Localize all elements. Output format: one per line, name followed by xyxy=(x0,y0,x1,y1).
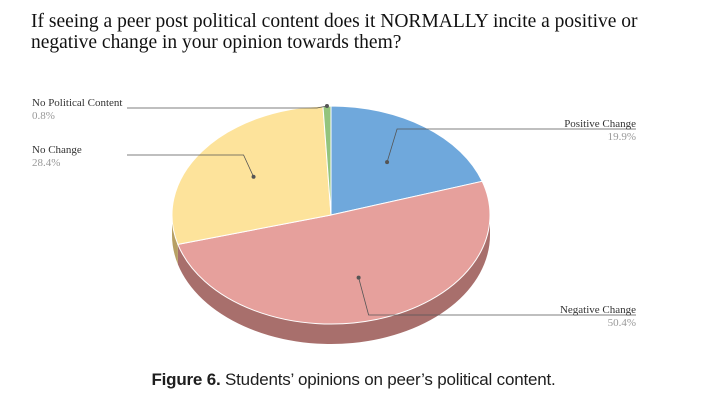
slice-pct-negative-change: 50.4% xyxy=(608,317,636,329)
leader-line-negative-change xyxy=(358,277,636,316)
pie-slices xyxy=(171,105,491,325)
pie-slice-positive-change xyxy=(330,105,483,216)
pie-side-negative-change xyxy=(177,215,491,344)
pie-sides xyxy=(172,215,491,344)
slice-label-no-change: No Change xyxy=(32,144,82,156)
caption-text: Students’ opinions on peer’s political c… xyxy=(220,370,556,389)
leader-lines xyxy=(127,104,636,316)
leader-line-no-political-content xyxy=(127,105,328,109)
figure-number: Figure 6. xyxy=(151,370,221,389)
slice-pct-no-political-content: 0.8% xyxy=(32,110,55,122)
pie-slice-no-change xyxy=(171,105,332,245)
slice-pct-no-change: 28.4% xyxy=(32,157,60,169)
slice-label-no-political-content: No Political Content xyxy=(32,97,122,109)
leader-dot-no-change xyxy=(251,174,256,179)
leader-dot-no-political-content xyxy=(324,104,329,109)
pie-slice-negative-change xyxy=(177,180,491,325)
pie-side-no-change xyxy=(172,215,178,265)
leader-line-no-change xyxy=(127,154,254,177)
slice-pct-positive-change: 19.9% xyxy=(608,131,636,143)
figure-caption: Figure 6. Students’ opinions on peer’s p… xyxy=(0,370,707,390)
chart-title: If seeing a peer post political content … xyxy=(31,11,638,53)
slice-label-negative-change: Negative Change xyxy=(560,304,636,316)
leader-line-positive-change xyxy=(386,128,636,163)
leader-dot-negative-change xyxy=(356,275,361,280)
slice-label-positive-change: Positive Change xyxy=(564,118,636,130)
leader-dot-positive-change xyxy=(385,160,390,165)
